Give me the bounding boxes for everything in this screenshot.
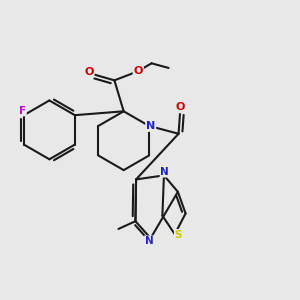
Text: F: F [19, 106, 26, 116]
Text: N: N [145, 236, 153, 246]
Text: S: S [175, 230, 182, 240]
Text: O: O [134, 66, 143, 76]
Text: O: O [176, 102, 185, 112]
Text: O: O [84, 67, 94, 77]
Text: N: N [146, 121, 155, 131]
Text: N: N [160, 167, 169, 177]
